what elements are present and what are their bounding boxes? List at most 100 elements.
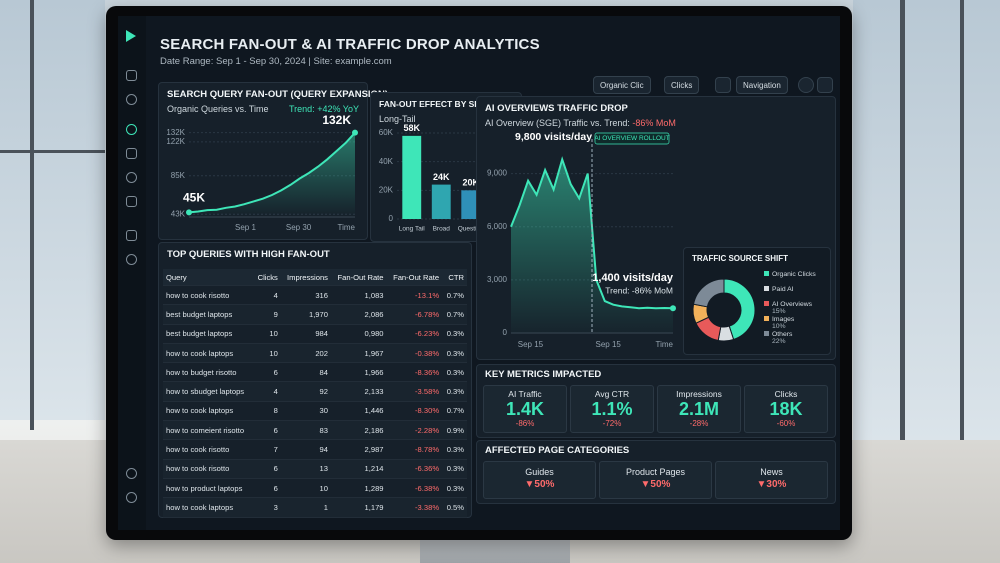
table-cell: 7: [252, 439, 281, 460]
table-cell: 9: [252, 304, 281, 325]
nav-icon[interactable]: [126, 230, 137, 241]
x-tick-label: Question: [458, 226, 484, 233]
table-row: best budget laptops 10 984 0,980 -6.23% 0.3%: [163, 324, 467, 344]
menu-button[interactable]: [817, 77, 833, 93]
category-card: Product Pages ▼50%: [599, 461, 712, 499]
table-cell: 94: [280, 439, 331, 460]
page-title: SEARCH FAN-OUT & AI TRAFFIC DROP ANALYTI…: [160, 36, 540, 53]
table-cell: 8: [252, 401, 281, 422]
category-change: ▼50%: [524, 479, 555, 490]
table-cell: 1: [280, 497, 331, 518]
metric-value: 1.1%: [591, 399, 633, 419]
table-cell: 2,133: [330, 381, 387, 402]
table-cell: 6: [252, 478, 281, 499]
table-cell: 1,967: [330, 343, 387, 364]
panel-title: SEARCH QUERY FAN-OUT (QUERY EXPANSION): [167, 89, 388, 100]
nav-icon[interactable]: [126, 94, 137, 105]
sidebar: [118, 16, 146, 530]
table-cell: 10: [252, 343, 281, 364]
nav-icon[interactable]: [126, 124, 137, 135]
nav-icon[interactable]: [126, 172, 137, 183]
table-cell: how to cook laptops: [163, 343, 253, 364]
navigation-dropdown[interactable]: Navigation: [736, 76, 788, 94]
legend-swatch: [764, 331, 769, 336]
table-cell: -0.38%: [386, 343, 443, 364]
category-card: News ▼30%: [715, 461, 828, 499]
table-cell: 0.3%: [442, 362, 467, 383]
category-change: ▼50%: [640, 479, 671, 490]
line: [188, 132, 356, 214]
data-label: 20K: [462, 178, 479, 188]
filter-dropdown[interactable]: Organic Clic: [593, 76, 651, 94]
legend-swatch: [764, 286, 769, 291]
panel-title: AFFECTED PAGE CATEGORIES: [485, 445, 630, 456]
data-label: 15%: [772, 308, 786, 315]
table-cell: 10: [280, 478, 331, 499]
legend-swatch: [764, 301, 769, 306]
nav-icon[interactable]: [126, 254, 137, 265]
panel-title: TOP QUERIES WITH HIGH FAN-OUT: [167, 249, 330, 260]
column-header: CTR: [442, 269, 467, 286]
y-tick-label: 9,000: [487, 169, 508, 178]
table-cell: 84: [280, 362, 331, 383]
table-row: how to cook laptops 10 202 1,967 -0.38% 0.3%: [163, 343, 467, 364]
table-row: how to cook risotto 7 94 2,987 -8.78% 0.3%: [163, 439, 467, 460]
x-tick-label: Broad: [433, 226, 451, 233]
data-label: 58K: [403, 123, 420, 133]
nav-icon[interactable]: [126, 70, 137, 81]
settings-button[interactable]: [798, 77, 814, 93]
y-tick-label: 3,000: [487, 275, 508, 284]
panel-subtitle: Organic Queries vs. Time: [167, 104, 269, 114]
metric-value: 18K: [769, 399, 803, 419]
logo: [126, 30, 136, 42]
nav-icon[interactable]: [126, 492, 137, 503]
table-cell: 1,214: [330, 459, 387, 479]
table-cell: 984: [280, 324, 331, 344]
page-subtitle: Date Range: Sep 1 - Sep 30, 2024 | Site:…: [160, 56, 392, 67]
table-cell: best budget laptops: [163, 304, 253, 325]
nav-icon[interactable]: [126, 468, 137, 479]
table-cell: 2,086: [330, 304, 387, 325]
y-tick-label: 6,000: [487, 222, 508, 231]
y-tick-label: 60K: [379, 128, 394, 137]
column-header: Impressions: [280, 269, 331, 286]
legend-swatch: [764, 316, 769, 321]
table-cell: 0,980: [330, 324, 387, 344]
table-cell: -6.36%: [386, 459, 443, 479]
y-tick-label: 132K: [166, 128, 185, 137]
fanout-panel: 43K 85K 122K 132K 45K 132K Sep 1 Sep 30 Time SEA…: [158, 82, 388, 240]
table-cell: how to cook risotto: [163, 459, 253, 479]
legend-label: Others: [772, 331, 793, 338]
x-tick-label: Long Tail: [399, 226, 425, 233]
table-cell: 1,966: [330, 362, 387, 383]
column-header: Query: [163, 269, 253, 286]
annotation: 1,400 visits/day: [592, 272, 674, 284]
metric-card: Avg CTR 1.1% -72%: [570, 385, 654, 433]
table-cell: -3.58%: [386, 381, 443, 402]
y-tick-label: 0: [389, 214, 394, 223]
data-label: 10%: [772, 323, 786, 330]
rollout-badge: [594, 132, 670, 145]
y-tick-label: 43K: [171, 209, 186, 218]
data-label: 24K: [433, 172, 450, 182]
table-row: how to cook laptops 3 1 1,179 -3.38% 0.5%: [163, 497, 467, 518]
table-cell: 1,446: [330, 401, 387, 422]
y-tick-label: 20K: [379, 185, 394, 194]
notifications-button[interactable]: [715, 77, 731, 93]
point: [186, 209, 192, 216]
filter-dropdown[interactable]: Clicks: [664, 76, 700, 94]
donut-slice: [723, 278, 756, 341]
window-frame: [900, 0, 905, 450]
column-header: Fan-Out Rate: [386, 269, 443, 286]
table-cell: 13: [280, 459, 331, 479]
table-cell: how to comeient risotto: [163, 420, 253, 441]
nav-icon[interactable]: [126, 148, 137, 159]
bar: [402, 135, 422, 219]
table-cell: 0.7%: [442, 401, 467, 422]
metric-value: 2.1M: [678, 399, 720, 419]
table-cell: 3: [252, 497, 281, 518]
table-cell: 6: [252, 420, 281, 441]
table-header: Query Clicks Impressions Fan-Out Rate Fan-Ou…: [163, 269, 467, 286]
nav-icon[interactable]: [126, 196, 137, 207]
